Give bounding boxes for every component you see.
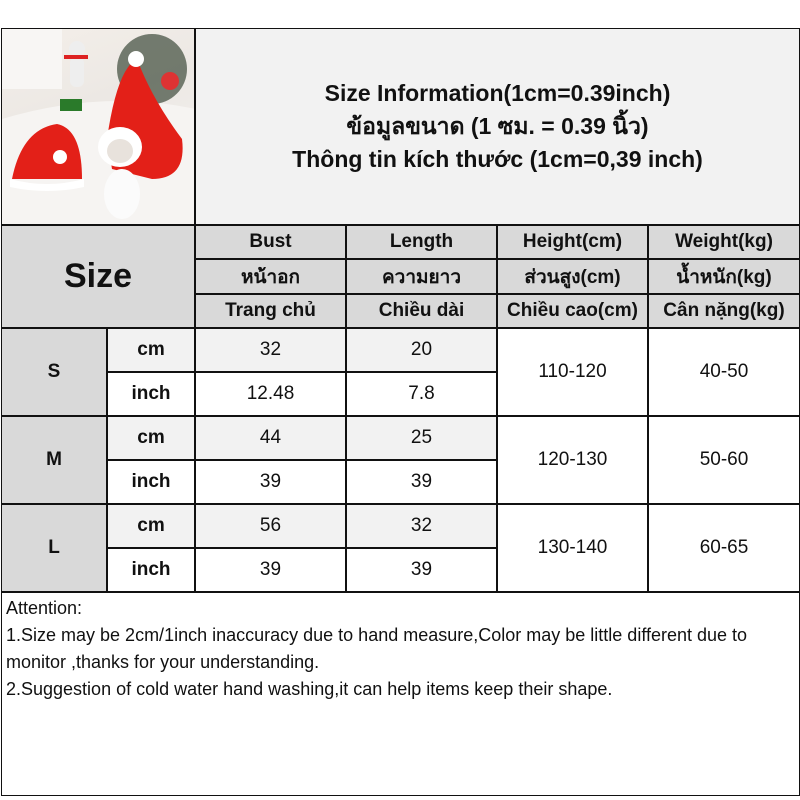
- unit-inch-label: inch: [107, 372, 195, 416]
- size-label: S: [1, 328, 107, 416]
- unit-inch-label: inch: [107, 548, 195, 592]
- column-header-th: หน้าอก: [195, 259, 346, 294]
- column-header-en: Height(cm): [497, 225, 648, 259]
- column-header-vi: Chiều dài: [346, 294, 497, 328]
- column-header-vi: Trang chủ: [195, 294, 346, 328]
- column-header-vi: Cân nặng(kg): [648, 294, 800, 328]
- title-block: Size Information(1cm=0.39inch) ข้อมูลขนา…: [195, 28, 800, 225]
- bust-inch-cell: 39: [195, 548, 346, 592]
- title-english: Size Information(1cm=0.39inch): [324, 80, 671, 106]
- weight-cell: 60-65: [648, 504, 800, 592]
- weight-cell: 50-60: [648, 416, 800, 504]
- length-inch-cell: 39: [346, 460, 497, 504]
- length-cm-cell: 25: [346, 416, 497, 460]
- size-label: L: [1, 504, 107, 592]
- bust-inch-cell: 39: [195, 460, 346, 504]
- title-thai: ข้อมูลขนาด (1 ซม. = 0.39 นิ้ว): [346, 113, 649, 139]
- size-header: Size: [1, 225, 195, 328]
- bust-inch-cell: 12.48: [195, 372, 346, 416]
- column-header-en: Weight(kg): [648, 225, 800, 259]
- height-cell: 120-130: [497, 416, 648, 504]
- attention-note-1: 1.Size may be 2cm/1inch inaccuracy due t…: [6, 625, 748, 672]
- title-vietnamese: Thông tin kích thước (1cm=0,39 inch): [292, 146, 703, 172]
- bust-cm-cell: 32: [195, 328, 346, 372]
- attention-heading: Attention:: [6, 598, 83, 618]
- column-header-th: ส่วนสูง(cm): [497, 259, 648, 294]
- column-header-en: Bust: [195, 225, 346, 259]
- attention-notes: Attention: 1.Size may be 2cm/1inch inacc…: [1, 592, 800, 796]
- column-header-vi: Chiều cao(cm): [497, 294, 648, 328]
- size-label: M: [1, 416, 107, 504]
- height-cell: 130-140: [497, 504, 648, 592]
- length-cm-cell: 20: [346, 328, 497, 372]
- column-header-th: น้ำหนัก(kg): [648, 259, 800, 294]
- attention-note-2: 2.Suggestion of cold water hand washing,…: [6, 679, 613, 699]
- unit-cm-label: cm: [107, 504, 195, 548]
- unit-inch-label: inch: [107, 460, 195, 504]
- length-inch-cell: 39: [346, 548, 497, 592]
- column-header-th: ความยาว: [346, 259, 497, 294]
- unit-cm-label: cm: [107, 416, 195, 460]
- column-header-en: Length: [346, 225, 497, 259]
- bust-cm-cell: 56: [195, 504, 346, 548]
- weight-cell: 40-50: [648, 328, 800, 416]
- length-cm-cell: 32: [346, 504, 497, 548]
- unit-cm-label: cm: [107, 328, 195, 372]
- height-cell: 110-120: [497, 328, 648, 416]
- length-inch-cell: 7.8: [346, 372, 497, 416]
- product-photo: [1, 28, 195, 225]
- bust-cm-cell: 44: [195, 416, 346, 460]
